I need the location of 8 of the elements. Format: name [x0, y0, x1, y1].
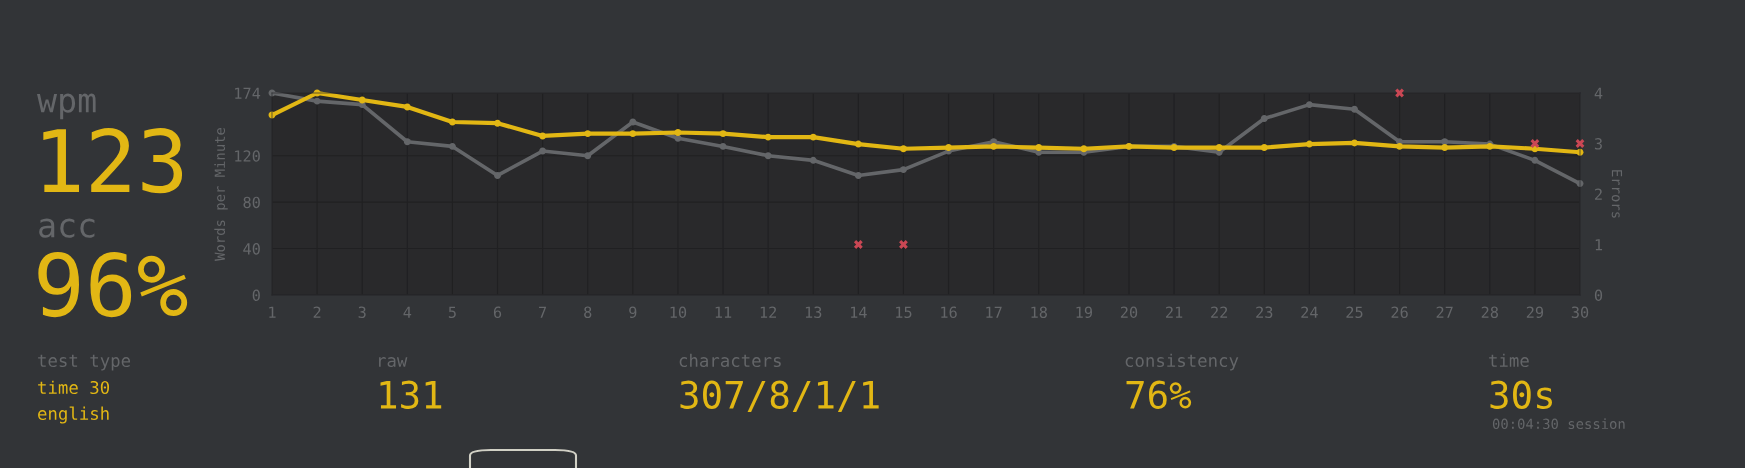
text: 123 [43, 128, 183, 194]
text: 131 [380, 380, 442, 409]
text: time 30 [38, 380, 110, 395]
text: 96% [38, 252, 188, 318]
text: 307/8/1/1 [680, 380, 879, 412]
text: 76% [1126, 380, 1192, 409]
text: 30s [1490, 380, 1553, 409]
text: english [38, 406, 109, 424]
